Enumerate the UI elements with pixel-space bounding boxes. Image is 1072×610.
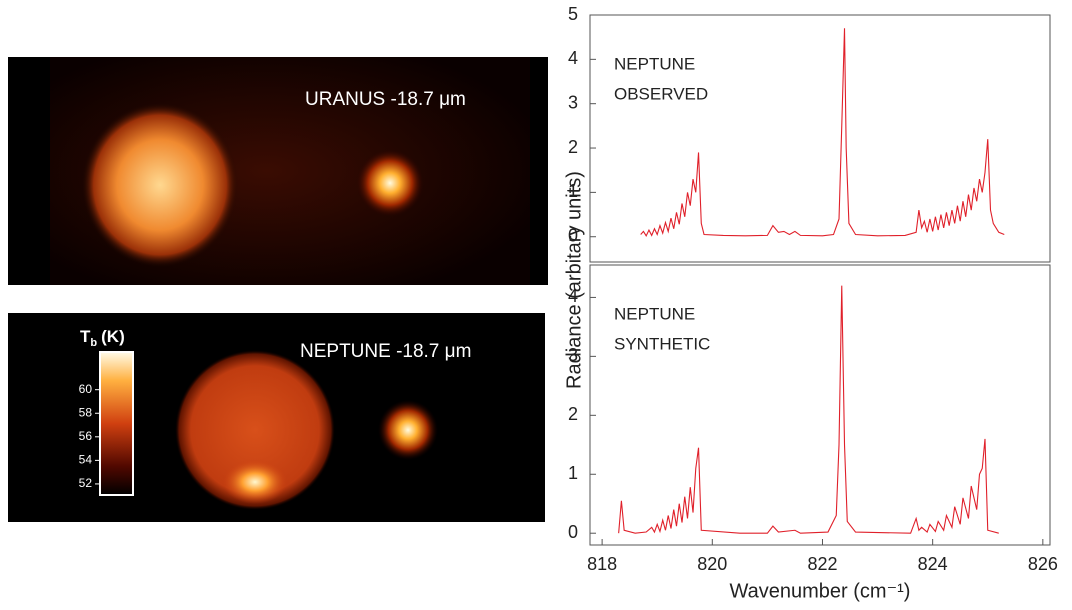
charts: 0 1 2 3 4 5 NEPTUNE OBSERVED Radiance (arbitary … (563, 4, 1058, 603)
colorbar-symbol: T (80, 327, 91, 346)
spectrum-line (618, 285, 999, 534)
colorbar-tick-label: 60 (79, 382, 93, 396)
colorbar-ticks: 60 58 56 54 52 (79, 382, 100, 490)
y-tick-label: 2 (568, 404, 578, 424)
x-tick-label: 824 (918, 554, 948, 574)
spectrum-line (640, 28, 1005, 237)
y-tick-label: 5 (568, 4, 578, 24)
colorbar-tick-label: 54 (79, 453, 93, 467)
colorbar-tick-label: 56 (79, 429, 93, 443)
y-tick-label: 1 (568, 463, 578, 483)
uranus-disk (82, 103, 238, 267)
image-label: NEPTUNE -18.7 μm (300, 341, 471, 362)
colorbar (99, 351, 134, 496)
annotation: OBSERVED (614, 84, 708, 103)
neptune-disk (175, 350, 335, 510)
y-tick-label: 0 (568, 225, 578, 245)
neptune-image: NEPTUNE -18.7 μm Tb (K) 60 58 56 54 52 (8, 313, 545, 522)
annotation: NEPTUNE (614, 304, 695, 323)
moon (356, 149, 424, 217)
y-tick-label: 3 (568, 92, 578, 112)
bright-spot (223, 460, 287, 504)
annotation: NEPTUNE (614, 54, 695, 73)
plot-frame (589, 264, 1051, 546)
moon (378, 400, 438, 460)
y-tick-label: 2 (568, 137, 578, 157)
x-tick-label: 818 (587, 554, 617, 574)
x-tick-label: 820 (697, 554, 727, 574)
x-axis-label: Wavenumber (cm⁻¹) (730, 580, 911, 602)
colorbar-tick-label: 52 (79, 476, 93, 490)
x-tick-label: 822 (807, 554, 837, 574)
y-tick-label: 1 (568, 181, 578, 201)
colorbar-subscript: b (90, 337, 97, 349)
x-tick-label: 826 (1028, 554, 1058, 574)
y-tick-label: 0 (568, 522, 578, 542)
y-tick-label: 3 (568, 345, 578, 365)
uranus-image: URANUS -18.7 μm (8, 57, 548, 285)
y-tick-label: 4 (568, 286, 578, 306)
annotation: SYNTHETIC (614, 334, 710, 353)
plot-frame (589, 14, 1051, 263)
y-tick-label: 4 (568, 48, 578, 68)
y-axis-label: Radiance (arbitary units) (563, 171, 585, 389)
colorbar-unit: (K) (101, 327, 125, 346)
image-label: URANUS -18.7 μm (305, 89, 466, 110)
colorbar-tick-label: 58 (79, 405, 93, 419)
colorbar-title: Tb (K) (80, 327, 125, 348)
